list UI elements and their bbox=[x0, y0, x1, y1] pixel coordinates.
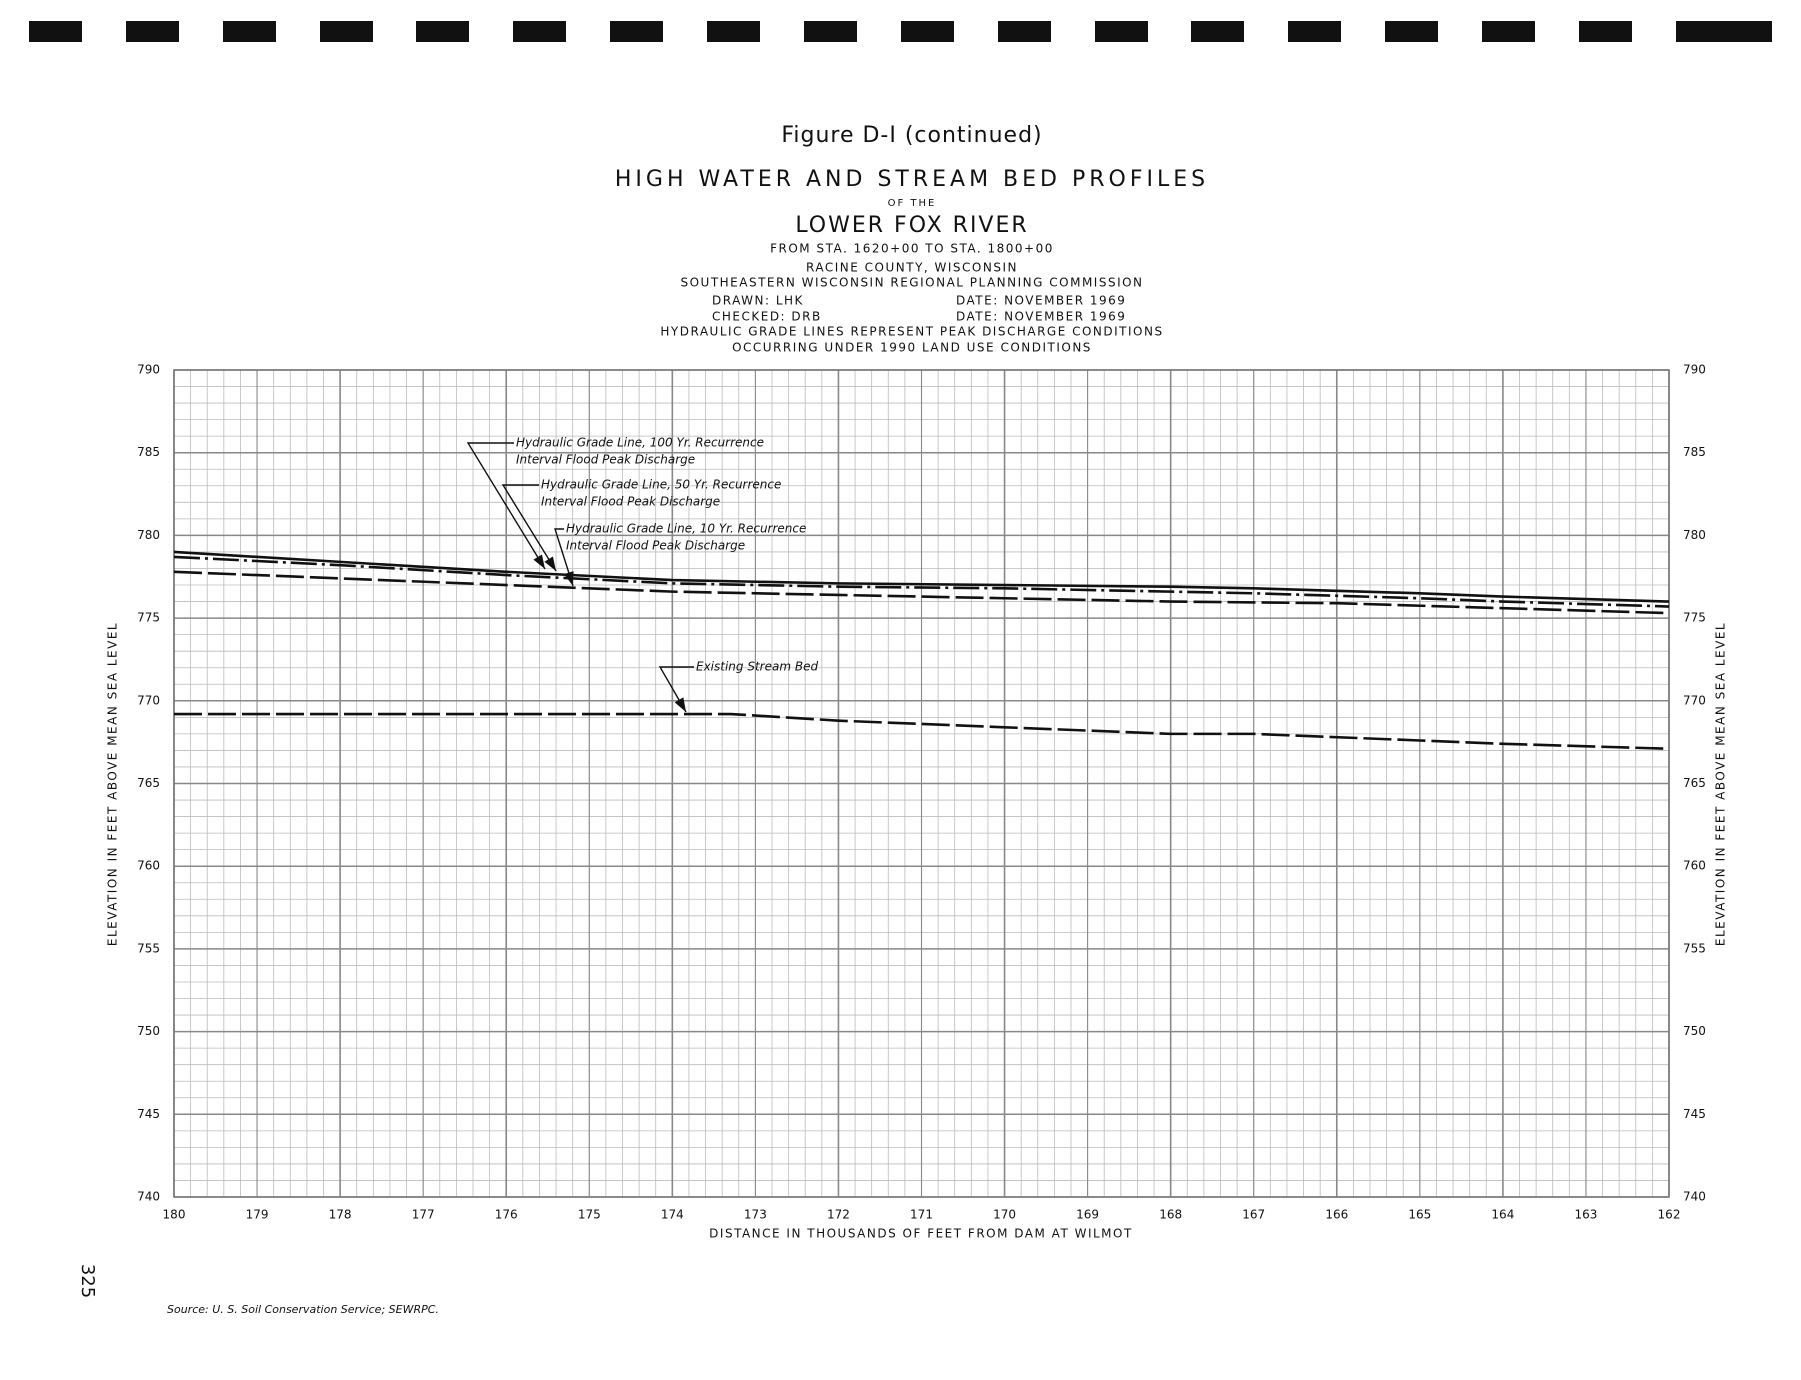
page-number: 325 bbox=[77, 1264, 98, 1298]
annotation: Hydraulic Grade Line, 100 Yr. Recurrence bbox=[516, 436, 764, 450]
annotation: Interval Flood Peak Discharge bbox=[541, 495, 720, 509]
x-tick-label: 171 bbox=[910, 1208, 933, 1222]
x-tick-label: 172 bbox=[827, 1208, 850, 1222]
subtitle: FROM STA. 1620+00 TO STA. 1800+00 bbox=[770, 242, 1054, 256]
y2-tick-label: 785 bbox=[1683, 445, 1706, 459]
x-tick-label: 176 bbox=[495, 1208, 518, 1222]
y2-tick-label: 765 bbox=[1683, 776, 1706, 790]
y-tick-label: 770 bbox=[137, 693, 160, 707]
y2-tick-label: 780 bbox=[1683, 528, 1706, 542]
plot-frame bbox=[173, 369, 1670, 1198]
y-tick-label: 780 bbox=[137, 528, 160, 542]
leader-line bbox=[554, 528, 574, 587]
x-axis-label: DISTANCE IN THOUSANDS OF FEET FROM DAM A… bbox=[709, 1227, 1133, 1241]
y2-axis-label: ELEVATION IN FEET ABOVE MEAN SEA LEVEL bbox=[1714, 622, 1728, 946]
subtitle: SOUTHEASTERN WISCONSIN REGIONAL PLANNING… bbox=[680, 276, 1143, 290]
x-tick-label: 179 bbox=[246, 1208, 269, 1222]
x-tick-label: 175 bbox=[578, 1208, 601, 1222]
y-tick-label: 755 bbox=[137, 941, 160, 955]
note: HYDRAULIC GRADE LINES REPRESENT PEAK DIS… bbox=[660, 325, 1163, 339]
source: Source: U. S. Soil Conservation Service;… bbox=[167, 1303, 439, 1316]
chart-title: Figure D-I (continued) bbox=[781, 123, 1042, 148]
y2-tick-label: 760 bbox=[1683, 859, 1706, 873]
y2-tick-label: 745 bbox=[1683, 1107, 1706, 1121]
x-tick-label: 170 bbox=[993, 1208, 1016, 1222]
arrow-head bbox=[533, 554, 545, 569]
annotation: Hydraulic Grade Line, 10 Yr. Recurrence bbox=[566, 522, 806, 536]
x-tick-label: 166 bbox=[1325, 1208, 1348, 1222]
annotation: Interval Flood Peak Discharge bbox=[516, 453, 695, 467]
x-tick-label: 169 bbox=[1076, 1208, 1099, 1222]
y2-tick-label: 770 bbox=[1683, 693, 1706, 707]
x-tick-label: 174 bbox=[661, 1208, 684, 1222]
leader-line bbox=[501, 484, 557, 572]
y-tick-label: 745 bbox=[137, 1107, 160, 1121]
y-tick-label: 765 bbox=[137, 776, 160, 790]
x-tick-label: 165 bbox=[1408, 1208, 1431, 1222]
subtitle: RACINE COUNTY, WISCONSIN bbox=[806, 261, 1018, 275]
series-line bbox=[173, 550, 1670, 603]
y2-tick-label: 790 bbox=[1683, 363, 1706, 377]
arrow-head bbox=[674, 697, 686, 712]
y2-tick-label: 740 bbox=[1683, 1190, 1706, 1204]
annotation: Hydraulic Grade Line, 50 Yr. Recurrence bbox=[541, 478, 781, 492]
drawn: DRAWN: LHK bbox=[712, 294, 804, 308]
y-tick-label: 750 bbox=[137, 1024, 160, 1038]
arrow-head bbox=[544, 556, 556, 571]
y2-tick-label: 755 bbox=[1683, 941, 1706, 955]
y-tick-label: 760 bbox=[137, 859, 160, 873]
series-line bbox=[173, 555, 1670, 608]
note: OCCURRING UNDER 1990 LAND USE CONDITIONS bbox=[732, 341, 1092, 355]
y-tick-label: 785 bbox=[137, 445, 160, 459]
x-tick-label: 173 bbox=[744, 1208, 767, 1222]
x-tick-label: 164 bbox=[1491, 1208, 1514, 1222]
x-tick-label: 177 bbox=[412, 1208, 435, 1222]
y-tick-label: 775 bbox=[137, 611, 160, 625]
leader-line bbox=[466, 442, 546, 570]
subtitle: HIGH WATER AND STREAM BED PROFILES bbox=[615, 167, 1209, 192]
x-tick-label: 178 bbox=[329, 1208, 352, 1222]
leader-line bbox=[658, 666, 694, 713]
series-line bbox=[174, 712, 1670, 751]
x-tick-label: 162 bbox=[1658, 1208, 1681, 1222]
binder-holes bbox=[29, 21, 1772, 42]
subtitle: OF THE bbox=[888, 198, 937, 209]
annotation: Existing Stream Bed bbox=[696, 660, 818, 674]
y2-tick-label: 750 bbox=[1683, 1024, 1706, 1038]
x-tick-label: 168 bbox=[1159, 1208, 1182, 1222]
arrow-head bbox=[564, 571, 574, 586]
checked: CHECKED: DRB bbox=[712, 310, 822, 324]
y-tick-label: 790 bbox=[137, 363, 160, 377]
checked-date: DATE: NOVEMBER 1969 bbox=[956, 310, 1126, 324]
subtitle: LOWER FOX RIVER bbox=[795, 213, 1028, 238]
series-line bbox=[173, 570, 1670, 615]
drawn-date: DATE: NOVEMBER 1969 bbox=[956, 294, 1126, 308]
annotation: Interval Flood Peak Discharge bbox=[566, 539, 745, 553]
x-tick-label: 180 bbox=[163, 1208, 186, 1222]
x-tick-label: 167 bbox=[1242, 1208, 1265, 1222]
y-tick-label: 740 bbox=[137, 1190, 160, 1204]
y-axis-label: ELEVATION IN FEET ABOVE MEAN SEA LEVEL bbox=[106, 622, 120, 946]
x-tick-label: 163 bbox=[1574, 1208, 1597, 1222]
y2-tick-label: 775 bbox=[1683, 611, 1706, 625]
